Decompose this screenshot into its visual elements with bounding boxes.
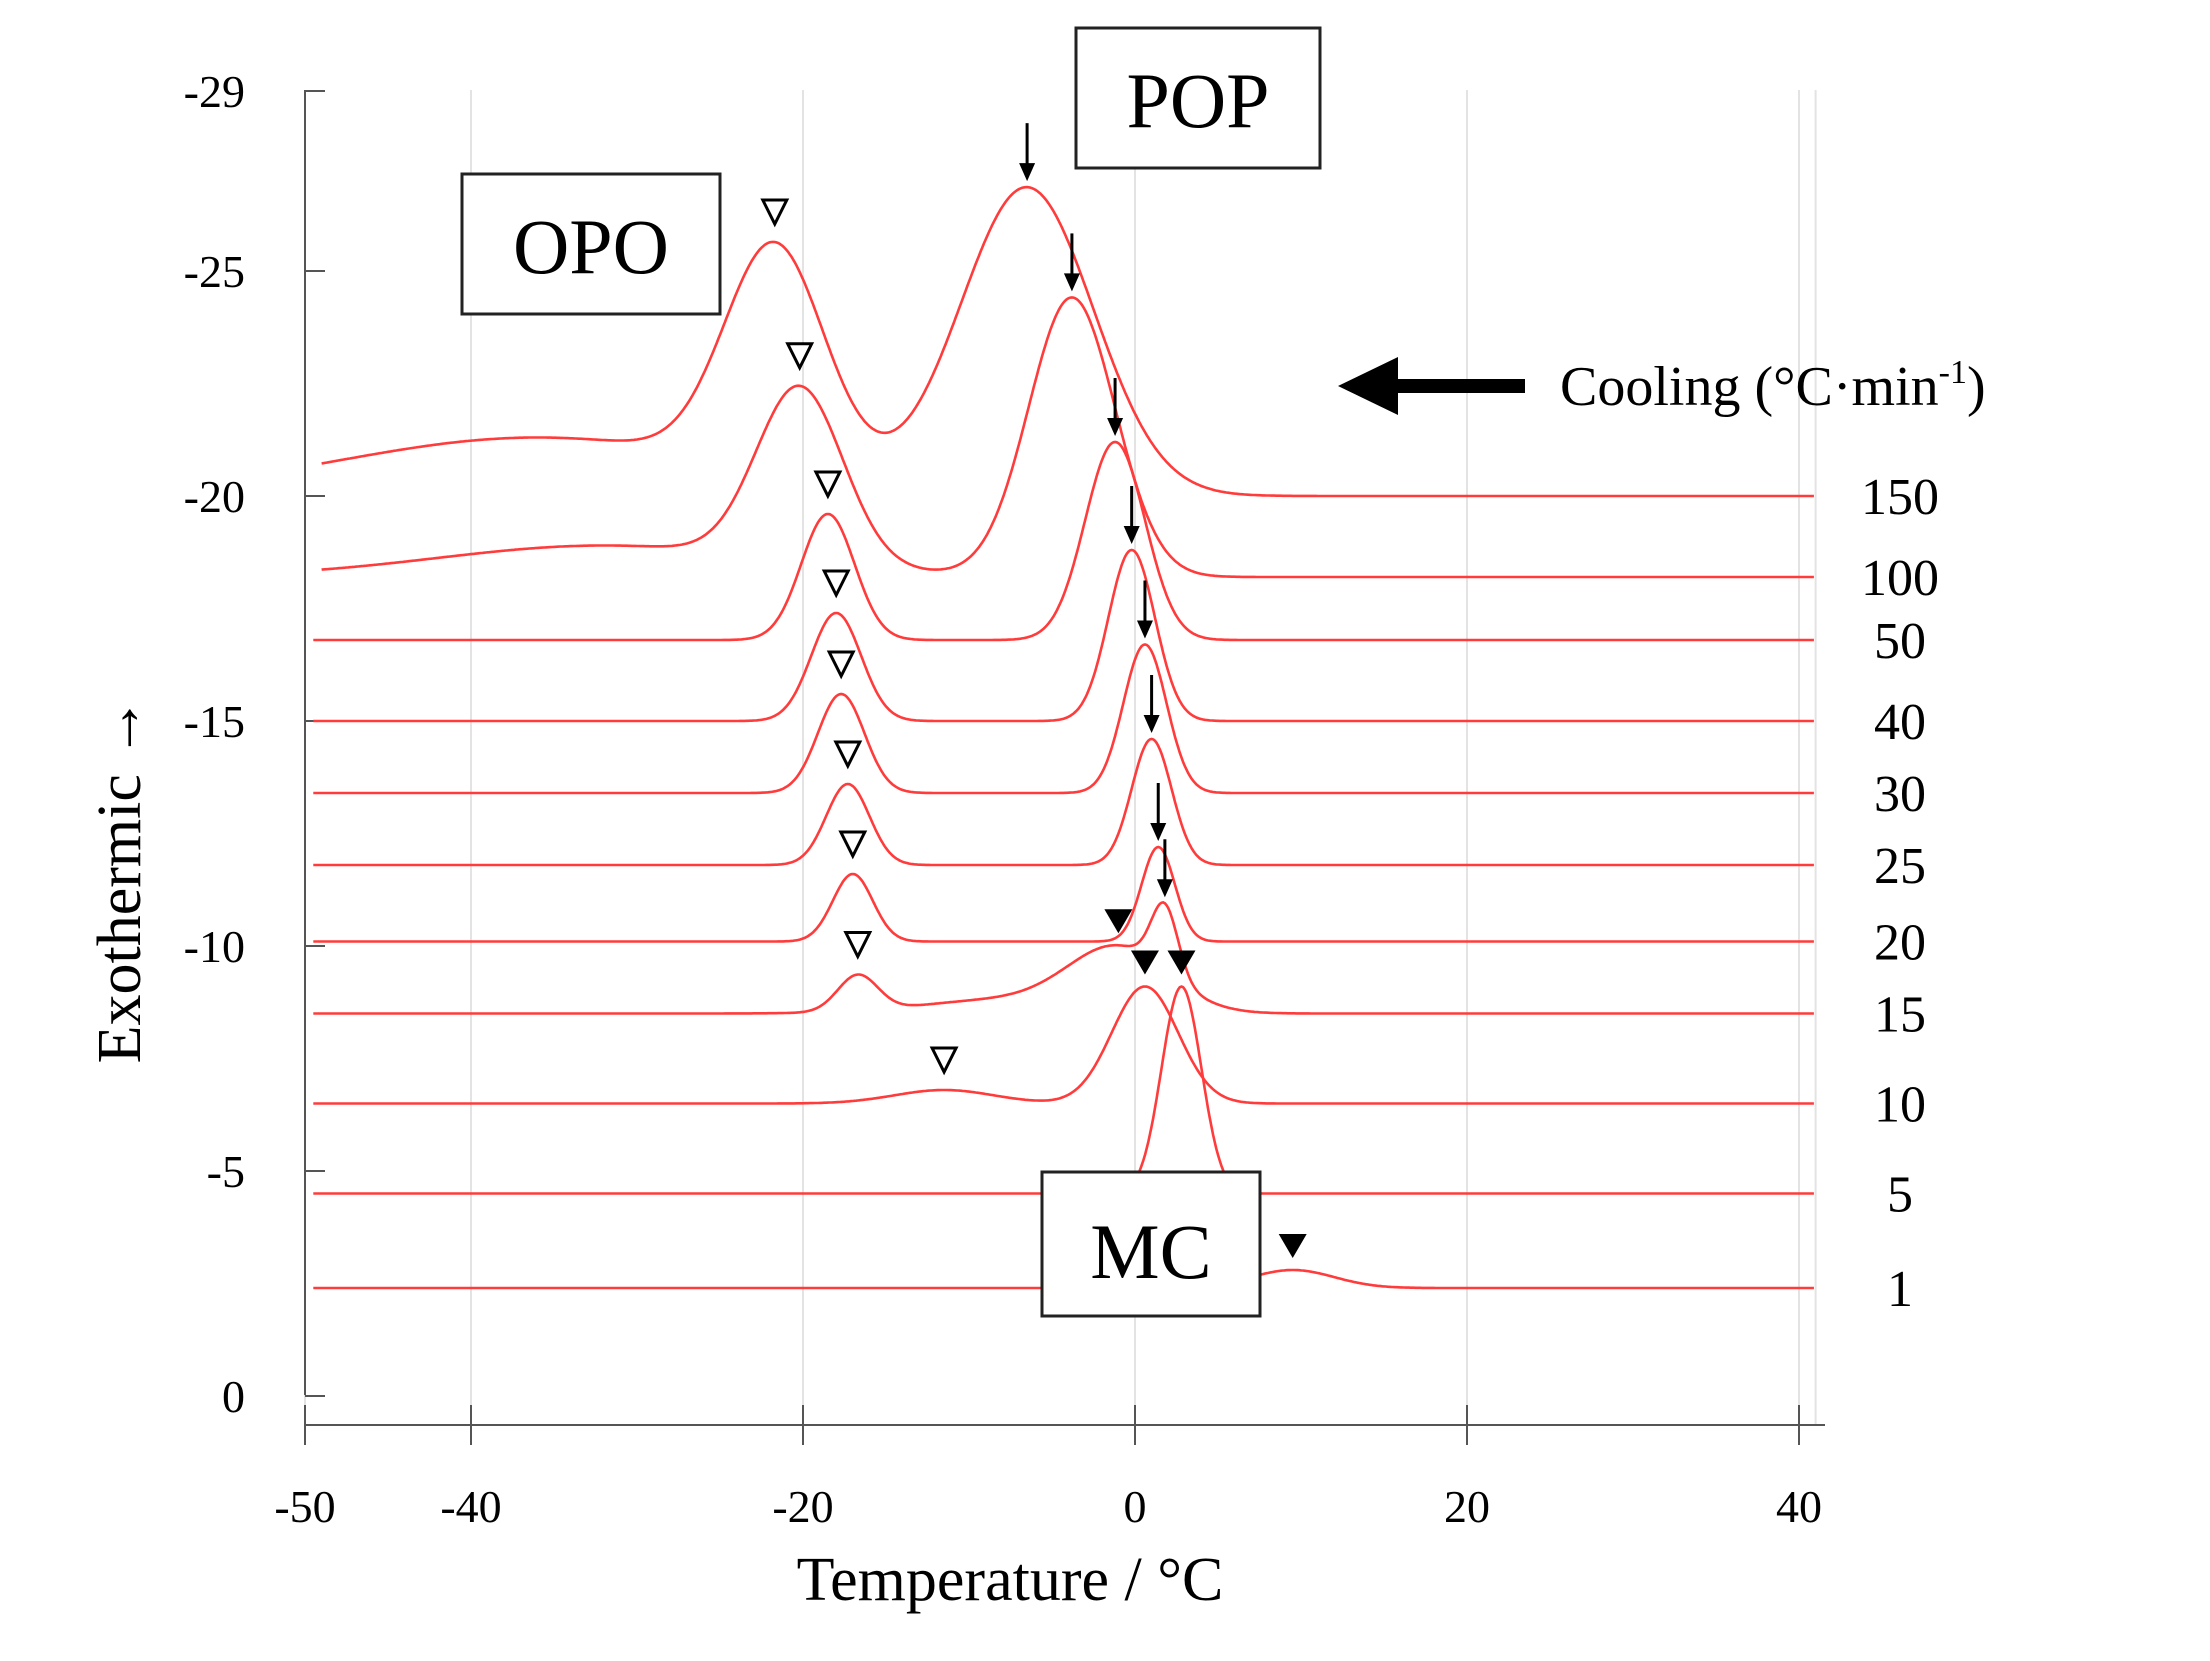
pop-box — [1074, 26, 1322, 170]
open-triangle-marker — [760, 198, 790, 228]
curve-150 — [321, 185, 1814, 498]
y-axis-title: Exothermic → — [86, 697, 154, 1064]
rate-label-150: 150 — [1861, 469, 1939, 526]
arrow-marker-head — [1107, 418, 1124, 436]
filled-triangle-marker — [1278, 1234, 1307, 1258]
curve-10 — [313, 985, 1814, 1105]
dsc-curves — [313, 185, 1814, 1290]
rate-label-50: 50 — [1874, 613, 1926, 670]
cooling-label-text: Cooling (°C·min — [1560, 356, 1939, 418]
x-tick-label: 20 — [1444, 1481, 1490, 1532]
open-triangle-marker — [838, 830, 868, 860]
y-tick-label: -25 — [184, 246, 245, 297]
peak-markers — [760, 123, 1307, 1258]
open-triangle-marker — [843, 931, 873, 960]
opo-annotation: OPO — [460, 172, 722, 316]
arrow-marker-head — [1143, 715, 1160, 733]
mc-annotation: MC — [1040, 1170, 1262, 1318]
rate-label-15: 15 — [1874, 987, 1926, 1044]
y-tick-label: -20 — [184, 471, 245, 522]
curve-15 — [313, 901, 1814, 1015]
opo-label: OPO — [513, 203, 669, 290]
arrow-marker-head — [1150, 823, 1167, 841]
rate-label-40: 40 — [1874, 694, 1926, 751]
rate-labels: 150 100 50 40 30 25 20 15 10 5 1 — [1861, 469, 1939, 1318]
filled-triangle-marker — [1104, 909, 1133, 934]
pop-label: POP — [1126, 57, 1269, 144]
cooling-label: Cooling (°C·min-1) — [1560, 354, 1986, 418]
cooling-label-close: ) — [1967, 356, 1986, 418]
x-axis-title: Temperature / °C — [797, 1546, 1224, 1614]
x-tick-label: 40 — [1776, 1481, 1822, 1532]
open-triangle-marker — [826, 650, 856, 680]
rate-label-100: 100 — [1861, 550, 1939, 607]
open-triangle-marker — [813, 470, 843, 500]
x-tick-label: 0 — [1124, 1481, 1147, 1532]
arrow-marker-head — [1063, 273, 1080, 292]
curve-5 — [313, 985, 1814, 1195]
curve-25 — [313, 737, 1814, 867]
curve-30 — [313, 643, 1814, 795]
x-ticks: -50 -40 -20 0 20 40 — [274, 1405, 1822, 1532]
opo-box — [460, 172, 722, 316]
filled-triangle-marker — [1130, 950, 1159, 975]
rate-label-5: 5 — [1887, 1167, 1913, 1224]
y-tick-label: -10 — [184, 921, 245, 972]
y-ticks: -29 -25 -20 -15 -10 -5 0 — [184, 66, 325, 1422]
rate-label-10: 10 — [1874, 1077, 1926, 1134]
arrow-marker-head — [1123, 526, 1140, 544]
curve-100 — [321, 296, 1814, 579]
arrow-marker-head — [1136, 620, 1153, 639]
open-triangle-marker — [833, 740, 863, 770]
mc-box — [1040, 1170, 1262, 1318]
cooling-label-sup: -1 — [1939, 354, 1967, 391]
arrow-marker-head — [1019, 163, 1036, 182]
x-tick-label: -50 — [274, 1481, 335, 1532]
y-tick-label: -29 — [184, 66, 245, 117]
rate-label-1: 1 — [1887, 1261, 1913, 1318]
cooling-indicator: Cooling (°C·min-1) — [1338, 354, 1986, 418]
mc-label: MC — [1090, 1208, 1211, 1295]
curve-20 — [313, 845, 1814, 943]
curve-50 — [313, 440, 1814, 642]
pop-annotation: POP — [1074, 26, 1322, 170]
cooling-arrow-head — [1338, 357, 1398, 415]
curve-40 — [313, 548, 1814, 723]
arrow-marker-head — [1156, 879, 1173, 898]
x-tick-label: -20 — [772, 1481, 833, 1532]
x-tick-label: -40 — [440, 1481, 501, 1532]
rate-label-25: 25 — [1874, 838, 1926, 895]
y-tick-label: -5 — [207, 1146, 245, 1197]
y-tick-label: -15 — [184, 696, 245, 747]
rate-label-30: 30 — [1874, 766, 1926, 823]
open-triangle-marker — [785, 342, 815, 372]
y-tick-label: 0 — [222, 1371, 245, 1422]
open-triangle-marker — [929, 1046, 959, 1076]
open-triangle-marker — [821, 569, 851, 599]
rate-label-20: 20 — [1874, 915, 1926, 972]
filled-triangle-marker — [1167, 950, 1196, 975]
